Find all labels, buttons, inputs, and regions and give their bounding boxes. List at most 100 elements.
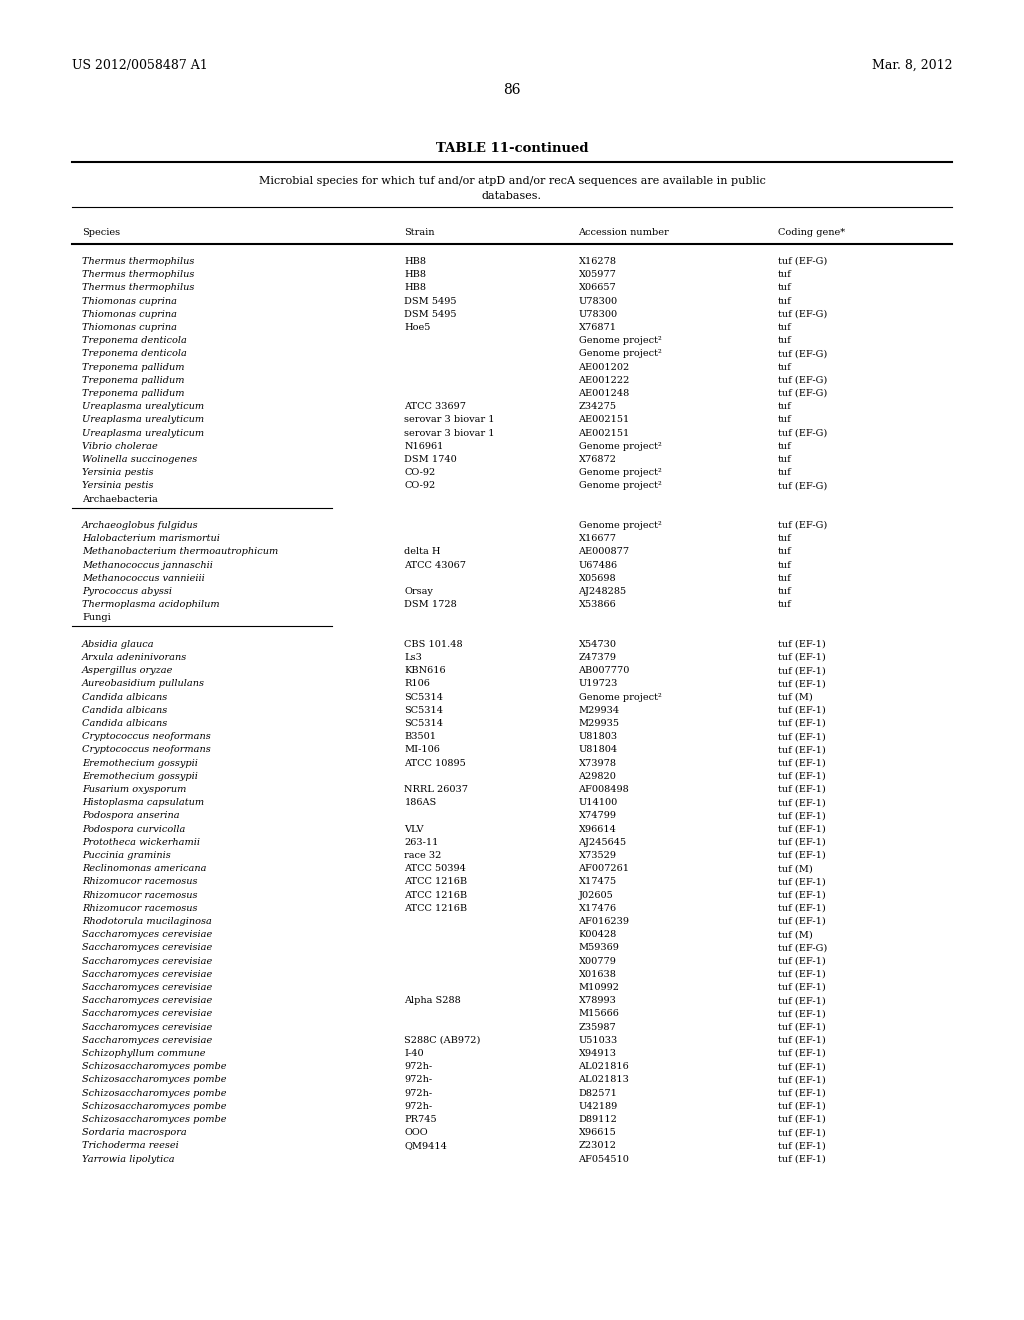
Text: Saccharomyces cerevisiae: Saccharomyces cerevisiae <box>82 957 212 966</box>
Text: SC5314: SC5314 <box>404 719 443 729</box>
Text: Fungi: Fungi <box>82 614 111 623</box>
Text: serovar 3 biovar 1: serovar 3 biovar 1 <box>404 429 495 438</box>
Text: X54730: X54730 <box>579 640 616 649</box>
Text: CO-92: CO-92 <box>404 469 436 478</box>
Text: tuf: tuf <box>778 455 792 465</box>
Text: tuf (EF-1): tuf (EF-1) <box>778 719 826 729</box>
Text: Saccharomyces cerevisiae: Saccharomyces cerevisiae <box>82 931 212 940</box>
Text: tuf (EF-1): tuf (EF-1) <box>778 891 826 900</box>
Text: tuf (EF-1): tuf (EF-1) <box>778 1076 826 1085</box>
Text: tuf (EF-1): tuf (EF-1) <box>778 983 826 993</box>
Text: tuf (EF-1): tuf (EF-1) <box>778 1036 826 1045</box>
Text: tuf (EF-1): tuf (EF-1) <box>778 1049 826 1059</box>
Text: Histoplasma capsulatum: Histoplasma capsulatum <box>82 799 204 808</box>
Text: tuf (EF-1): tuf (EF-1) <box>778 706 826 715</box>
Text: tuf (EF-G): tuf (EF-G) <box>778 389 827 399</box>
Text: M10992: M10992 <box>579 983 620 993</box>
Text: tuf: tuf <box>778 284 792 293</box>
Text: Saccharomyces cerevisiae: Saccharomyces cerevisiae <box>82 1010 212 1019</box>
Text: AL021813: AL021813 <box>579 1076 630 1085</box>
Text: Orsay: Orsay <box>404 587 433 597</box>
Text: AE002151: AE002151 <box>579 416 630 425</box>
Text: U19723: U19723 <box>579 680 617 689</box>
Text: Ureaplasma urealyticum: Ureaplasma urealyticum <box>82 416 204 425</box>
Text: tuf: tuf <box>778 337 792 346</box>
Text: databases.: databases. <box>482 191 542 201</box>
Text: tuf: tuf <box>778 535 792 544</box>
Text: tuf (EF-1): tuf (EF-1) <box>778 838 826 847</box>
Text: X74799: X74799 <box>579 812 616 821</box>
Text: Z23012: Z23012 <box>579 1142 616 1151</box>
Text: U81804: U81804 <box>579 746 617 755</box>
Text: Thermus thermophilus: Thermus thermophilus <box>82 257 195 267</box>
Text: B3501: B3501 <box>404 733 436 742</box>
Text: X06657: X06657 <box>579 284 616 293</box>
Text: Rhizomucor racemosus: Rhizomucor racemosus <box>82 904 198 913</box>
Text: U67486: U67486 <box>579 561 617 570</box>
Text: I-40: I-40 <box>404 1049 424 1059</box>
Text: ATCC 33697: ATCC 33697 <box>404 403 467 412</box>
Text: Ureaplasma urealyticum: Ureaplasma urealyticum <box>82 403 204 412</box>
Text: Genome project²: Genome project² <box>579 482 662 491</box>
Text: Treponema denticola: Treponema denticola <box>82 350 186 359</box>
Text: AF054510: AF054510 <box>579 1155 630 1164</box>
Text: NRRL 26037: NRRL 26037 <box>404 785 469 795</box>
Text: AE001248: AE001248 <box>579 389 630 399</box>
Text: Wolinella succinogenes: Wolinella succinogenes <box>82 455 198 465</box>
Text: J02605: J02605 <box>579 891 613 900</box>
Text: Halobacterium marismortui: Halobacterium marismortui <box>82 535 220 544</box>
Text: Genome project²: Genome project² <box>579 337 662 346</box>
Text: Candida albicans: Candida albicans <box>82 693 167 702</box>
Text: Strain: Strain <box>404 228 435 238</box>
Text: 86: 86 <box>503 83 521 96</box>
Text: tuf (EF-G): tuf (EF-G) <box>778 482 827 491</box>
Text: Fusarium oxysporum: Fusarium oxysporum <box>82 785 186 795</box>
Text: Podospora anserina: Podospora anserina <box>82 812 179 821</box>
Text: tuf (EF-G): tuf (EF-G) <box>778 429 827 438</box>
Text: X96615: X96615 <box>579 1129 616 1138</box>
Text: serovar 3 biovar 1: serovar 3 biovar 1 <box>404 416 495 425</box>
Text: Archaebacteria: Archaebacteria <box>82 495 158 504</box>
Text: M15666: M15666 <box>579 1010 620 1019</box>
Text: U42189: U42189 <box>579 1102 617 1111</box>
Text: Treponema pallidum: Treponema pallidum <box>82 363 184 372</box>
Text: Schizophyllum commune: Schizophyllum commune <box>82 1049 206 1059</box>
Text: Z47379: Z47379 <box>579 653 616 663</box>
Text: AE001202: AE001202 <box>579 363 630 372</box>
Text: tuf (EF-G): tuf (EF-G) <box>778 257 827 267</box>
Text: AB007770: AB007770 <box>579 667 630 676</box>
Text: Saccharomyces cerevisiae: Saccharomyces cerevisiae <box>82 944 212 953</box>
Text: AF008498: AF008498 <box>579 785 630 795</box>
Text: Saccharomyces cerevisiae: Saccharomyces cerevisiae <box>82 983 212 993</box>
Text: Genome project²: Genome project² <box>579 442 662 451</box>
Text: Mar. 8, 2012: Mar. 8, 2012 <box>871 58 952 71</box>
Text: tuf (EF-1): tuf (EF-1) <box>778 851 826 861</box>
Text: Thiomonas cuprina: Thiomonas cuprina <box>82 323 177 333</box>
Text: HB8: HB8 <box>404 257 426 267</box>
Text: Candida albicans: Candida albicans <box>82 706 167 715</box>
Text: Absidia glauca: Absidia glauca <box>82 640 155 649</box>
Text: Genome project²: Genome project² <box>579 469 662 478</box>
Text: CO-92: CO-92 <box>404 482 436 491</box>
Text: Z34275: Z34275 <box>579 403 616 412</box>
Text: AF007261: AF007261 <box>579 865 630 874</box>
Text: X05977: X05977 <box>579 271 616 280</box>
Text: Yarrowia lipolytica: Yarrowia lipolytica <box>82 1155 174 1164</box>
Text: ATCC 1216B: ATCC 1216B <box>404 891 468 900</box>
Text: 972h-: 972h- <box>404 1063 432 1072</box>
Text: AF016239: AF016239 <box>579 917 630 927</box>
Text: X94913: X94913 <box>579 1049 616 1059</box>
Text: OOO: OOO <box>404 1129 428 1138</box>
Text: U14100: U14100 <box>579 799 617 808</box>
Text: X17476: X17476 <box>579 904 616 913</box>
Text: TABLE 11-continued: TABLE 11-continued <box>436 141 588 154</box>
Text: X01638: X01638 <box>579 970 616 979</box>
Text: tuf (M): tuf (M) <box>778 693 813 702</box>
Text: PR745: PR745 <box>404 1115 437 1125</box>
Text: X53866: X53866 <box>579 601 616 610</box>
Text: Accession number: Accession number <box>579 228 670 238</box>
Text: Treponema pallidum: Treponema pallidum <box>82 389 184 399</box>
Text: Saccharomyces cerevisiae: Saccharomyces cerevisiae <box>82 1036 212 1045</box>
Text: tuf (EF-1): tuf (EF-1) <box>778 997 826 1006</box>
Text: DSM 5495: DSM 5495 <box>404 297 457 306</box>
